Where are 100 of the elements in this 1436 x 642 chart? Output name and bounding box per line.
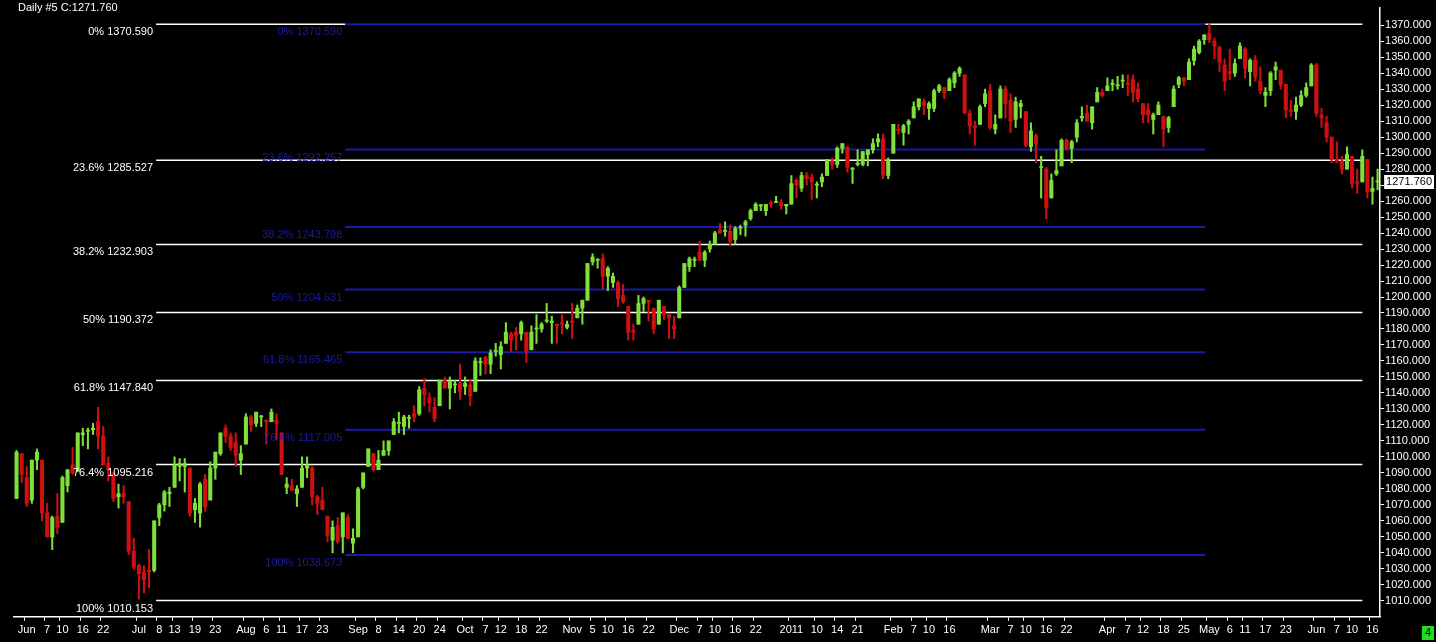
x-tick-label: 6: [263, 623, 270, 636]
x-tick-label: 16: [76, 623, 89, 636]
chart-title: Daily #5 C:1271.760: [18, 1, 118, 14]
x-tick-label: Feb: [883, 623, 903, 636]
y-tick-label: 1320.000: [1385, 98, 1432, 111]
candlestick: [825, 159, 830, 176]
x-tick-label: 18: [1157, 623, 1170, 636]
text: 4: [1424, 626, 1431, 639]
y-tick-label: 1170.000: [1385, 338, 1431, 351]
y-tick-label: 1310.000: [1385, 114, 1432, 127]
y-tick-label: 1370.000: [1385, 18, 1432, 31]
ref-line-label: 100% 1038.673: [265, 556, 343, 568]
y-tick-label: 1330.000: [1385, 82, 1432, 95]
y-tick-label: 1040.000: [1385, 545, 1432, 558]
ref-line-label: 0% 1370.590: [88, 25, 154, 38]
y-tick-label: 1360.000: [1385, 34, 1432, 47]
x-tick-label: 22: [1060, 623, 1073, 636]
ref-line-label: 50% 1204.631: [271, 290, 343, 303]
x-tick-label: 6: [1226, 623, 1233, 636]
y-tick-label: 1260.000: [1385, 194, 1432, 207]
x-tick-label: 8: [156, 623, 163, 636]
candlestick: [437, 379, 442, 407]
x-tick-label: 23: [209, 623, 222, 636]
y-tick-label: 1250.000: [1385, 210, 1432, 223]
x-tick-label: 22: [749, 623, 762, 636]
y-tick-label: 1160.000: [1385, 354, 1431, 366]
x-tick-label: Aug: [236, 623, 256, 636]
x-tick-label: 22: [535, 623, 548, 636]
x-tick-label: 11: [275, 623, 288, 636]
ref-line-label: 23.6% 1285.527: [72, 161, 154, 174]
x-tick-label: Oct: [456, 623, 474, 636]
ref-line-label: 38.2% 1232.903: [72, 245, 154, 258]
x-tick-label: 19: [188, 623, 202, 636]
x-tick-label: Jun: [17, 623, 36, 636]
x-tick-label: 16: [943, 623, 956, 636]
y-tick-label: 1090.000: [1385, 465, 1432, 478]
x-tick-label: 23: [1279, 623, 1292, 636]
x-tick-label: Sep: [348, 623, 368, 636]
y-tick-label: 1010.000: [1385, 593, 1432, 606]
x-tick-label: 10: [922, 623, 936, 636]
y-tick-label: 1230.000: [1385, 242, 1432, 255]
x-tick-label: 23: [316, 623, 329, 636]
y-tick-label: 1280.000: [1385, 162, 1432, 175]
ref-line-label: 50% 1190.372: [82, 313, 154, 326]
x-tick-label: 21: [851, 623, 864, 636]
x-tick-label: 13: [168, 623, 181, 636]
x-tick-label: 14: [392, 623, 405, 636]
ref-line-label: 0% 1370.590: [277, 25, 343, 38]
y-tick-label: 1030.000: [1385, 561, 1432, 574]
y-tick-label: 1220.000: [1385, 258, 1432, 271]
ref-line-label: 38.2% 1243.798: [262, 228, 343, 241]
x-tick-label: 20: [413, 623, 426, 636]
x-tick-label: 11: [1239, 623, 1251, 636]
y-tick-label: 1150.000: [1385, 369, 1431, 382]
x-tick-label: 17: [1259, 623, 1272, 636]
x-tick-label: 22: [642, 623, 655, 636]
x-tick-label: 14: [831, 623, 844, 636]
x-tick-label: 17: [295, 623, 309, 636]
x-tick-label: 10: [601, 623, 614, 636]
x-tick-label: 18: [515, 623, 528, 636]
x-tick-label: 2011: [779, 623, 804, 636]
x-tick-label: 10: [810, 623, 823, 636]
x-tick-label: Nov: [562, 623, 583, 636]
candlestick: [656, 299, 661, 325]
candlestick: [366, 448, 371, 467]
y-tick-label: 1290.000: [1385, 146, 1432, 159]
candlestick: [962, 74, 967, 114]
y-tick-label: 1080.000: [1385, 481, 1432, 494]
x-tick-label: 7: [1333, 623, 1340, 636]
y-tick-label: 1050.000: [1385, 529, 1432, 542]
x-tick-label: 10: [1345, 623, 1359, 636]
y-tick-label: 1200.000: [1385, 290, 1432, 303]
x-tick-label: 16: [1366, 623, 1379, 636]
x-tick-label: 10: [1019, 623, 1032, 636]
x-tick-label: 25: [1177, 623, 1190, 636]
x-tick-label: Jun: [1307, 623, 1326, 636]
y-tick-label: 1130.000: [1385, 401, 1431, 414]
x-tick-label: Mar: [980, 623, 1000, 636]
x-tick-label: 7: [910, 623, 917, 636]
x-tick-label: 7: [1124, 623, 1131, 636]
x-tick-label: 7: [44, 623, 51, 636]
x-tick-label: 10: [56, 623, 69, 636]
x-tick-label: Apr: [1098, 623, 1117, 636]
ref-line-label: 61.8% 1165.465: [262, 353, 343, 366]
y-tick-label: 1070.000: [1385, 497, 1432, 510]
y-tick-label: 1140.000: [1385, 385, 1431, 398]
x-tick-label: 16: [622, 623, 635, 636]
x-tick-label: 24: [433, 623, 446, 636]
x-tick-label: 22: [97, 623, 110, 636]
y-tick-label: 1190.000: [1385, 306, 1431, 319]
y-tick-label: 1110.000: [1385, 433, 1430, 446]
x-tick-label: 5: [589, 623, 596, 636]
x-tick-label: 7: [696, 623, 703, 636]
y-tick-label: 1350.000: [1385, 50, 1432, 63]
y-tick-label: 1120.000: [1385, 417, 1431, 430]
x-tick-label: 16: [729, 623, 742, 636]
x-tick-label: May: [1198, 623, 1221, 636]
y-tick-label: 1020.000: [1385, 577, 1432, 590]
candlestick: [891, 123, 896, 154]
x-tick-label: Dec: [669, 623, 690, 636]
